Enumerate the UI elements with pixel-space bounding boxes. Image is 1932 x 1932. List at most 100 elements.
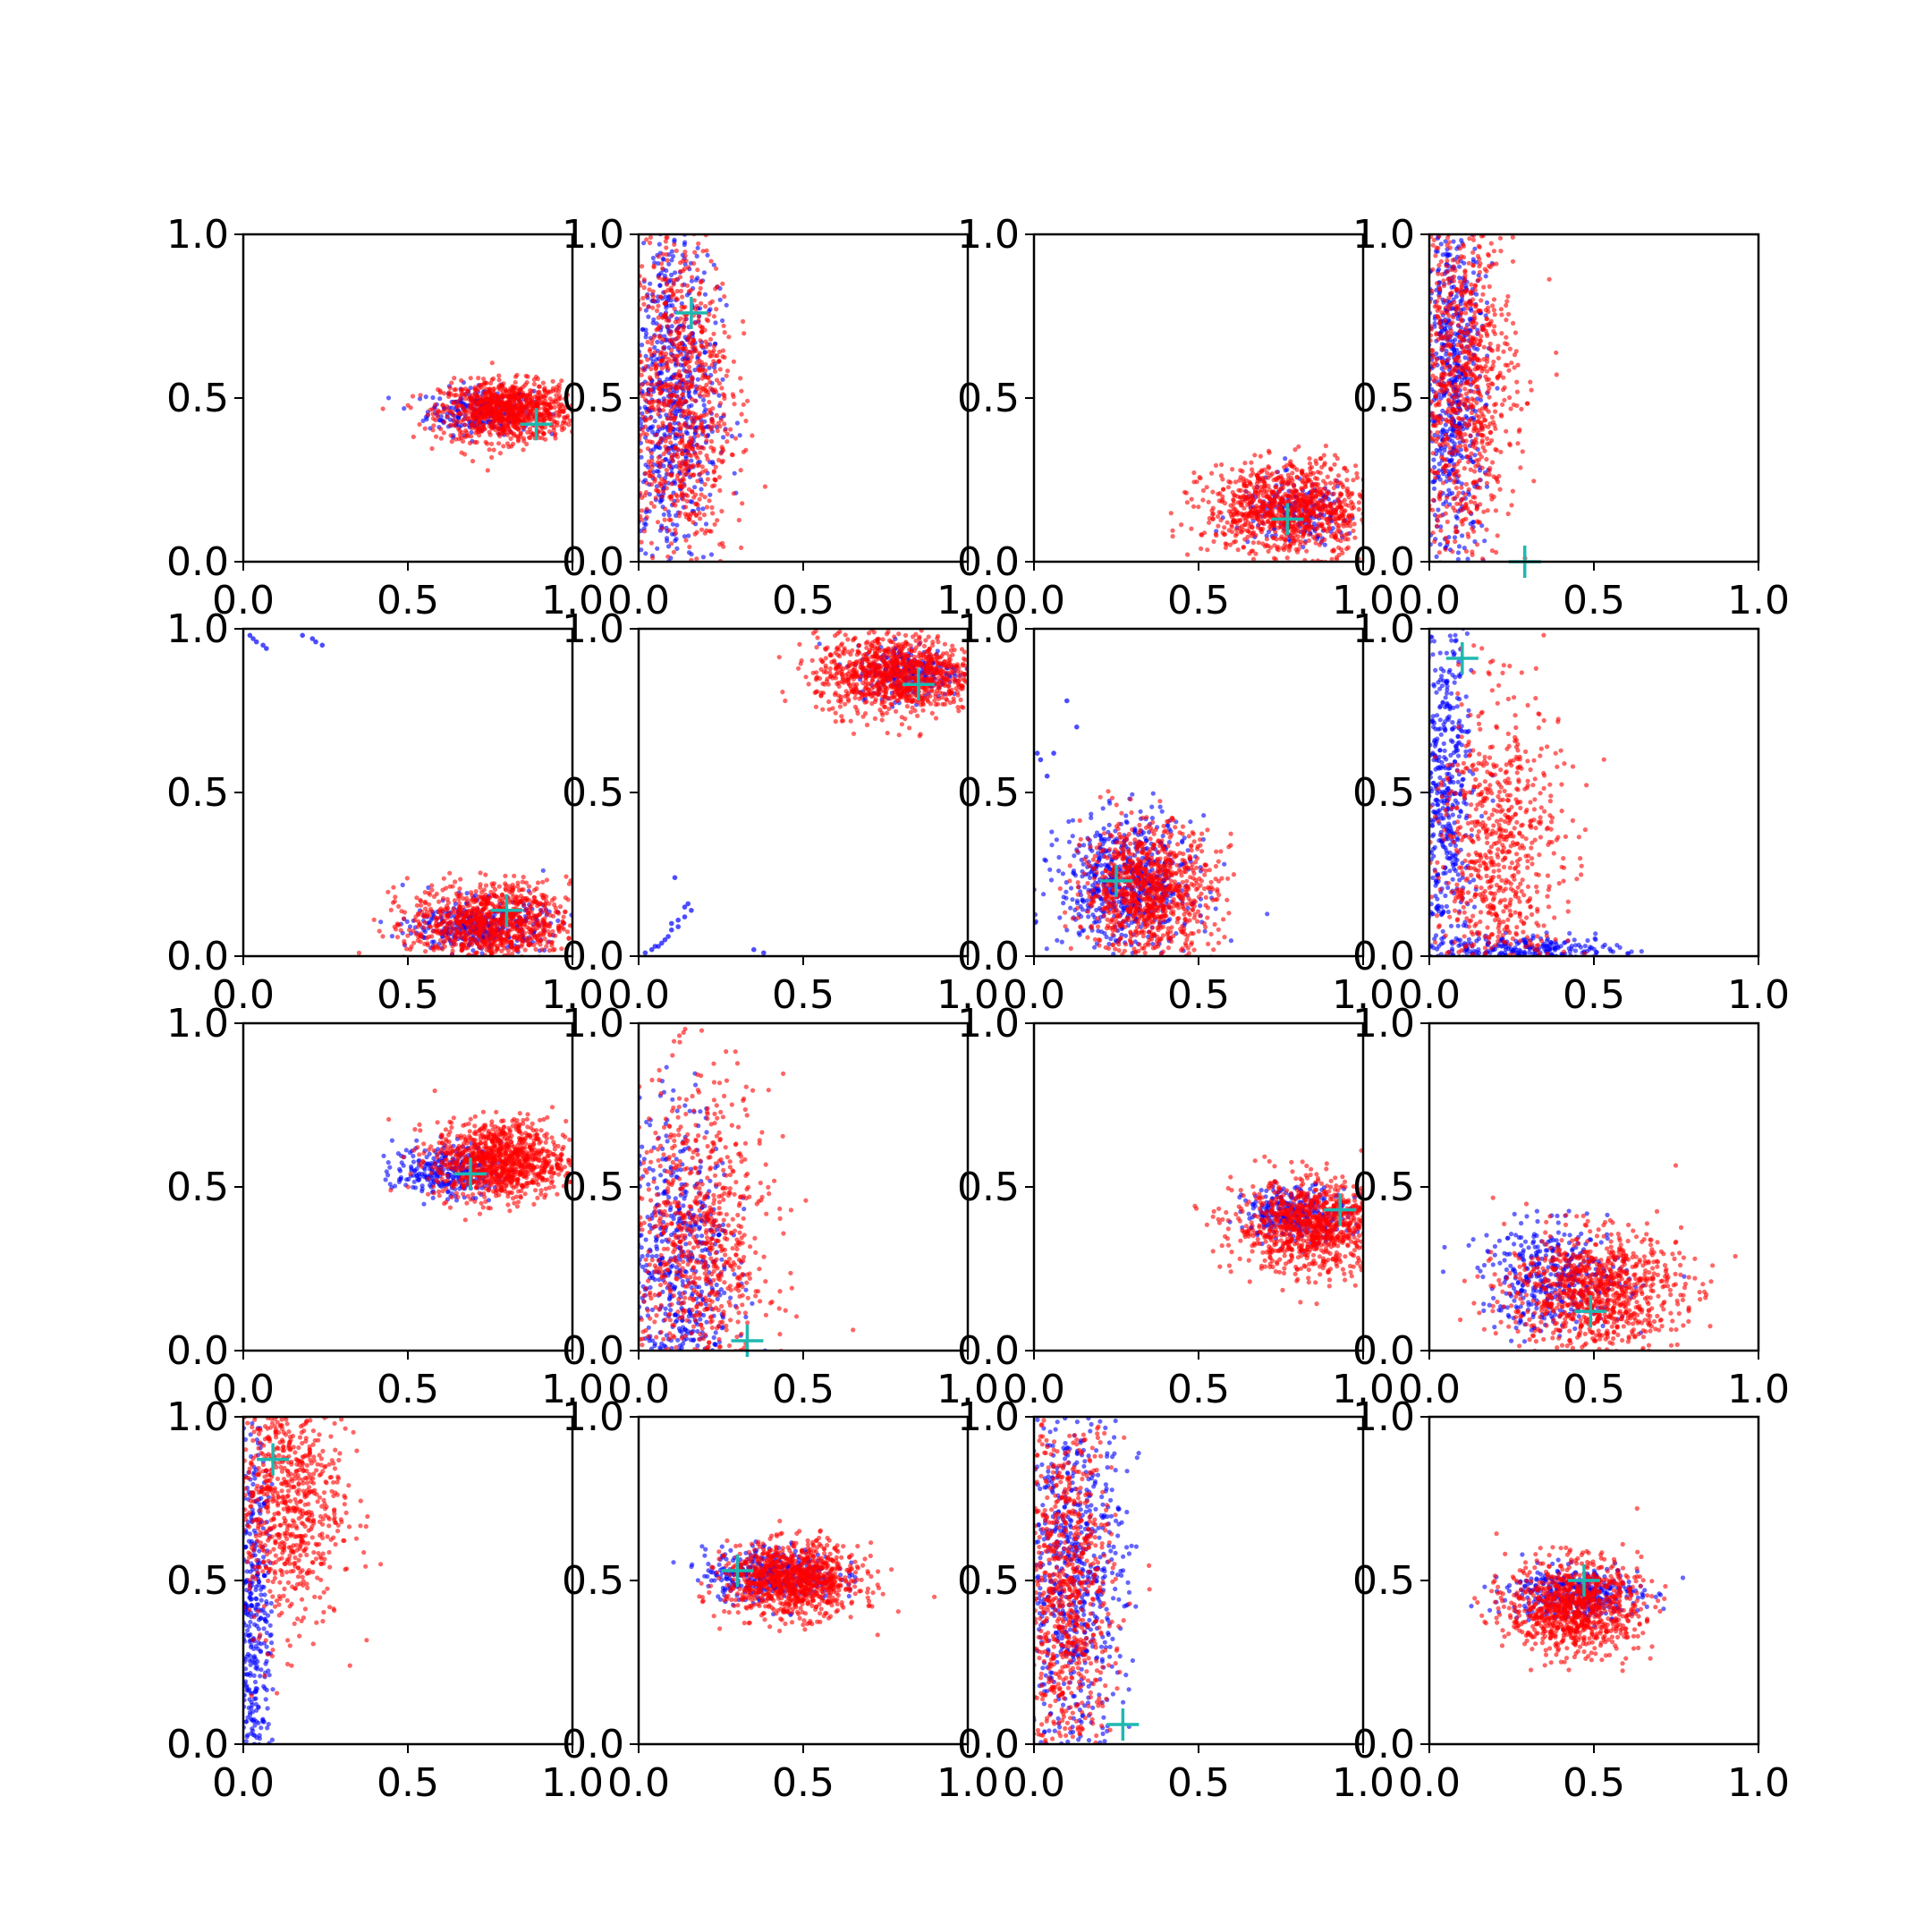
data-point xyxy=(722,395,727,402)
data-point xyxy=(470,418,476,423)
data-point xyxy=(1339,547,1344,553)
data-point xyxy=(667,435,673,440)
data-point xyxy=(1512,352,1518,358)
data-point xyxy=(1484,316,1489,321)
data-point xyxy=(662,334,667,339)
data-point xyxy=(1218,517,1224,523)
data-point xyxy=(1431,497,1436,503)
data-point xyxy=(1477,269,1482,275)
data-point xyxy=(1266,464,1271,470)
data-point xyxy=(1253,551,1258,556)
data-point xyxy=(475,411,480,417)
data-point xyxy=(410,394,416,399)
data-point xyxy=(544,412,549,419)
data-point xyxy=(644,480,649,486)
data-point xyxy=(1464,397,1470,403)
data-point xyxy=(1219,462,1224,468)
data-point xyxy=(679,352,684,357)
data-point xyxy=(720,540,725,547)
data-point xyxy=(688,377,694,383)
data-point xyxy=(694,360,699,366)
data-point xyxy=(674,288,680,294)
data-point xyxy=(1443,547,1448,552)
data-point xyxy=(1443,239,1448,244)
data-point xyxy=(1443,310,1448,316)
data-point xyxy=(689,383,694,388)
data-point xyxy=(1474,400,1479,406)
data-point xyxy=(452,387,457,393)
data-point xyxy=(1350,490,1355,496)
data-point xyxy=(1448,332,1454,337)
data-point xyxy=(743,447,749,453)
data-point xyxy=(1304,499,1309,504)
data-point xyxy=(702,292,708,297)
data-point xyxy=(693,277,699,283)
data-point xyxy=(1250,540,1256,546)
data-point xyxy=(1440,427,1445,432)
data-point xyxy=(489,426,495,431)
data-point xyxy=(639,547,644,553)
data-point xyxy=(1444,348,1449,353)
data-point xyxy=(1264,533,1269,538)
data-point xyxy=(455,399,461,404)
data-point xyxy=(1332,481,1338,487)
data-point xyxy=(1222,532,1227,538)
data-point xyxy=(741,402,746,407)
data-point xyxy=(683,399,689,404)
data-point xyxy=(1479,298,1484,303)
data-point xyxy=(648,450,654,456)
data-point xyxy=(514,425,520,430)
data-point xyxy=(648,387,655,393)
data-point xyxy=(1500,387,1506,393)
data-point xyxy=(1302,484,1308,490)
data-point xyxy=(1504,318,1509,323)
data-point xyxy=(669,288,674,293)
data-point xyxy=(511,388,516,394)
data-point xyxy=(707,399,712,405)
data-point xyxy=(702,530,708,536)
data-point xyxy=(1490,460,1496,465)
data-point xyxy=(1459,238,1464,243)
data-point xyxy=(710,459,716,465)
data-point xyxy=(1327,510,1333,516)
y-tick-label: 0.5 xyxy=(957,376,1020,421)
data-point xyxy=(1323,443,1328,449)
data-point xyxy=(1519,406,1524,411)
data-point xyxy=(1213,462,1219,469)
data-point xyxy=(1437,319,1443,325)
data-point xyxy=(674,402,680,408)
data-point xyxy=(712,521,717,527)
data-point xyxy=(642,418,648,423)
data-point xyxy=(1241,505,1247,511)
data-point xyxy=(467,440,473,445)
data-point xyxy=(1273,556,1278,562)
data-point xyxy=(720,446,725,452)
data-point xyxy=(691,298,697,303)
data-point xyxy=(1356,556,1361,562)
data-point xyxy=(651,298,657,303)
data-point xyxy=(1459,481,1464,487)
data-point xyxy=(496,427,502,432)
data-point xyxy=(720,354,725,360)
data-point xyxy=(682,266,688,272)
data-point xyxy=(465,388,470,394)
data-point xyxy=(1449,457,1454,462)
data-point xyxy=(724,439,730,445)
data-point xyxy=(1487,263,1492,268)
data-point xyxy=(521,447,526,453)
data-point xyxy=(1282,536,1287,542)
data-point xyxy=(643,335,648,340)
data-point xyxy=(1488,241,1494,246)
data-point xyxy=(1249,460,1254,465)
data-point xyxy=(1443,511,1448,516)
reference-marker xyxy=(520,408,553,441)
data-point xyxy=(438,414,444,419)
data-point xyxy=(462,396,469,402)
data-point xyxy=(466,410,471,415)
data-point xyxy=(1333,453,1338,458)
data-point xyxy=(1458,447,1463,453)
data-point xyxy=(1228,503,1233,508)
data-point xyxy=(1495,386,1500,391)
data-point xyxy=(720,318,725,324)
data-point xyxy=(715,353,720,359)
